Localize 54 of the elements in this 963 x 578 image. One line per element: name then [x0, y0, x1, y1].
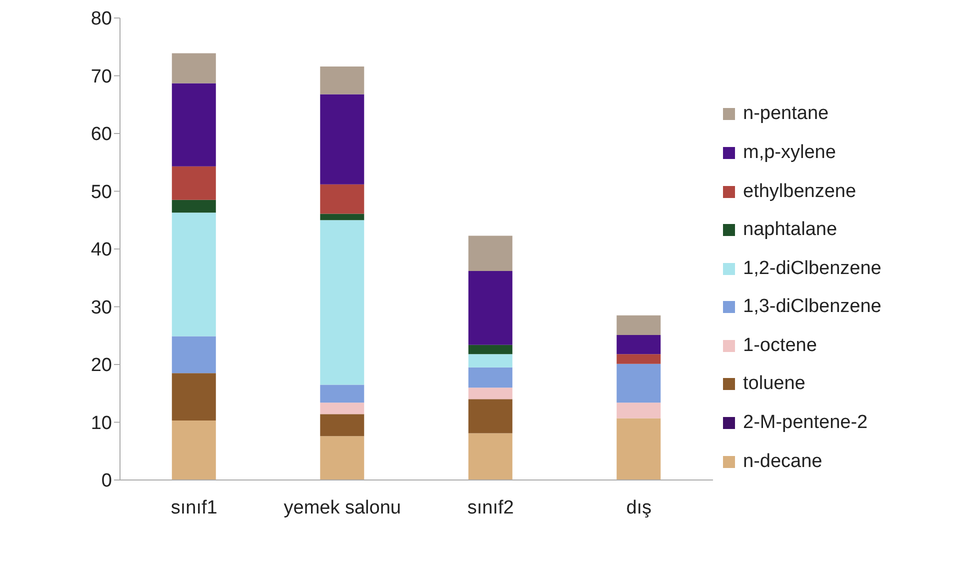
x-tick-label: sınıf1	[170, 497, 218, 518]
bar	[616, 418, 661, 480]
bar	[468, 236, 512, 271]
x-tick-label: yemek salonu	[284, 497, 401, 518]
bar	[468, 367, 512, 388]
bar	[320, 436, 364, 480]
legend-label: n-pentane	[743, 103, 829, 126]
bar	[172, 200, 216, 213]
bar	[172, 373, 216, 421]
bar	[468, 388, 512, 400]
bar	[616, 335, 661, 354]
bar	[616, 402, 661, 418]
bar	[320, 220, 364, 385]
bar	[468, 354, 512, 368]
y-tick-label: 40	[90, 240, 112, 261]
bar	[616, 354, 661, 364]
y-tick-label: 70	[90, 66, 112, 88]
bar	[468, 433, 512, 480]
legend-label: toluene	[743, 373, 806, 396]
bar	[172, 83, 216, 166]
bar	[616, 364, 661, 403]
x-tick-label: dış	[626, 497, 652, 518]
legend-label: 2-M-pentene-2	[743, 412, 868, 434]
bar	[172, 53, 216, 84]
y-tick-label: 80	[90, 8, 112, 30]
bar	[172, 420, 216, 480]
bar	[320, 184, 364, 214]
bar	[616, 315, 661, 336]
x-tick-label: sınıf2	[467, 497, 514, 518]
bar	[320, 384, 364, 403]
legend-label: 1-octene	[743, 334, 817, 357]
y-tick-label: 20	[90, 355, 112, 376]
legend-label: naphtalane	[743, 219, 838, 242]
legend-label: m,p-xylene	[743, 142, 836, 164]
legend-label: ethylbenzene	[743, 180, 856, 203]
legend-label: 1,3-diClbenzene	[743, 296, 882, 318]
y-tick-label: 0	[101, 470, 112, 492]
legend-label: n-decane	[743, 450, 822, 473]
bar	[172, 212, 216, 336]
bar	[320, 214, 364, 220]
bar	[320, 66, 364, 94]
bar	[320, 94, 364, 184]
bar	[320, 414, 364, 436]
bar	[172, 166, 216, 200]
bar	[468, 270, 512, 345]
bar	[172, 336, 216, 374]
legend-label: 1,2-diClbenzene	[743, 258, 882, 280]
y-tick-label: 60	[90, 124, 112, 146]
y-tick-label: 30	[90, 297, 112, 318]
bar	[320, 402, 364, 414]
bar	[468, 399, 512, 434]
y-tick-label: 10	[90, 412, 112, 434]
y-tick-label: 50	[90, 182, 112, 203]
bar	[468, 344, 512, 354]
